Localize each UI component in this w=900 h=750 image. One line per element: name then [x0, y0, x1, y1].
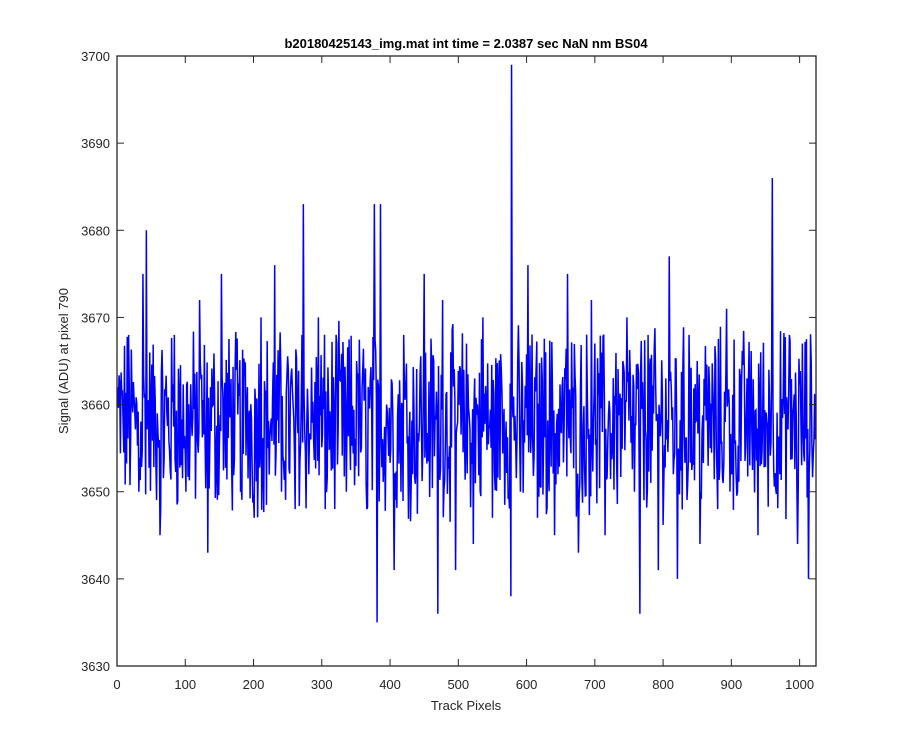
x-tick-label: 900 [721, 677, 743, 692]
axes-box [116, 55, 817, 667]
x-tick-label: 300 [311, 677, 333, 692]
y-tick-label: 3690 [81, 136, 110, 151]
x-tick-label: 700 [584, 677, 606, 692]
x-axis-label: Track Pixels [431, 698, 502, 713]
y-tick-label: 3680 [81, 223, 110, 238]
x-tick-label: 800 [652, 677, 674, 692]
y-tick-label: 3650 [81, 485, 110, 500]
series-line [116, 64, 817, 623]
y-tick-label: 3670 [81, 310, 110, 325]
x-tick-label: 1000 [785, 677, 814, 692]
x-tick-label: 600 [516, 677, 538, 692]
x-tick-label: 200 [243, 677, 265, 692]
x-tick-label: 500 [447, 677, 469, 692]
plot-area [116, 55, 817, 667]
y-axis-label: Signal (ADU) at pixel 790 [56, 288, 71, 434]
y-tick-label: 3630 [81, 659, 110, 674]
y-tick-label: 3640 [81, 572, 110, 587]
x-tick-label: 100 [174, 677, 196, 692]
x-tick-labels: 0 100 200 300 400 500 600 700 800 900 1000 [113, 677, 814, 692]
chart-title: b20180425143_img.mat int time = 2.0387 s… [284, 36, 648, 51]
y-tick-label: 3660 [81, 398, 110, 413]
x-tick-label: 0 [113, 677, 120, 692]
x-tick-label: 400 [379, 677, 401, 692]
y-tick-labels: 3630 3640 3650 3660 3670 3680 3690 3700 [81, 49, 110, 674]
y-tick-label: 3700 [81, 49, 110, 64]
